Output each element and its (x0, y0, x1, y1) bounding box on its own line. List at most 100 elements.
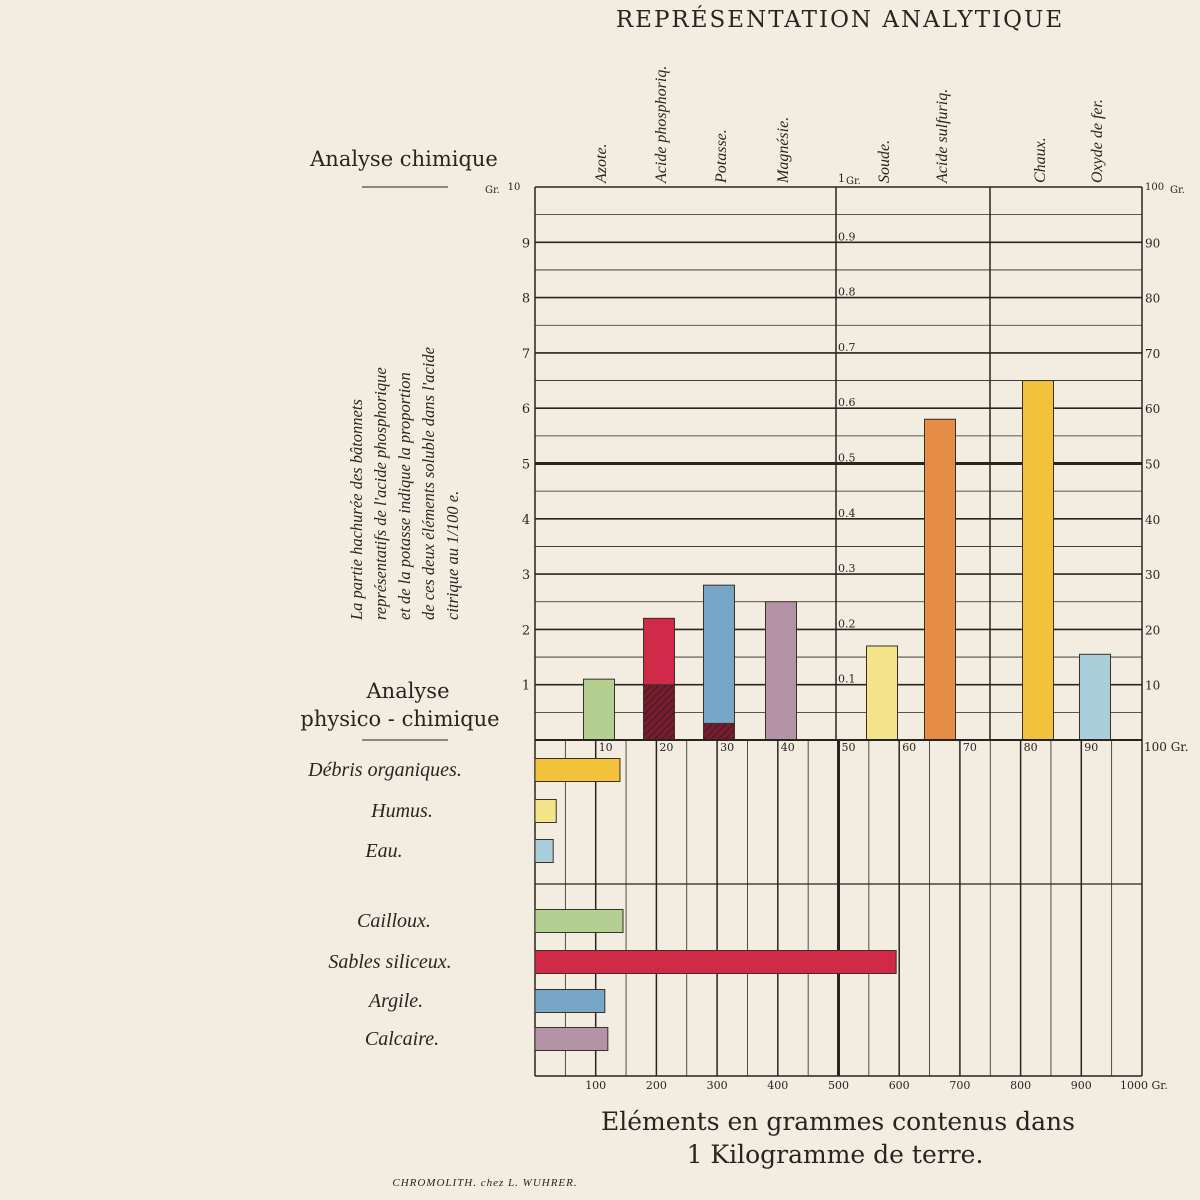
left-axis-tick: 8 (522, 292, 530, 307)
left-axis-tick: 10 (508, 182, 521, 193)
side-note-line: La partie hachurée des bâtonnets (347, 399, 366, 621)
chemical-category-labels: Azote. Acide phosphoriq. Potasse. Magnésie.… (593, 66, 1106, 184)
physical-bottom-tick: 800 (1010, 1079, 1031, 1092)
chemical-category-label: Oxyde de fer. (1089, 99, 1106, 183)
physical-top-tick: 30 (720, 741, 734, 754)
chemical-bar (1079, 653, 1111, 741)
physical-bottom-tick: 200 (646, 1079, 667, 1092)
physical-bottom-tick: 400 (767, 1079, 788, 1092)
physical-bottom-tick: 900 (1071, 1079, 1092, 1092)
right-axis-tick: 70 (1145, 347, 1160, 361)
physical-tick-labels: 10 20 30 40 50 60 70 80 90 100 Gr. 100 200 300 400 500… (585, 740, 1188, 1092)
right-axis-unit: Gr. (1170, 185, 1185, 196)
physical-grid (534, 739, 1143, 1077)
middle-axis-tick: 0.9 (838, 230, 856, 243)
chemical-category-label: Acide phosphoriq. (653, 66, 670, 184)
physical-top-tick: 10 (599, 741, 613, 754)
physical-bottom-tick: 500 (828, 1079, 849, 1092)
right-axis-tick: 20 (1145, 623, 1160, 637)
middle-axis-tick: 0.2 (838, 617, 856, 630)
middle-axis-unit: Gr. (846, 176, 861, 187)
physical-bars (534, 758, 897, 1051)
physical-category-label: Argile. (367, 990, 423, 1012)
side-note-line: citrique au 1/100 e. (443, 491, 462, 620)
side-note-line: et de la potasse indique la proportion (395, 372, 414, 620)
physical-bar (534, 989, 606, 1013)
physical-top-tick: 90 (1084, 741, 1098, 754)
physical-category-label: Sables siliceux. (328, 951, 451, 973)
section-physical-label-2: physico - chimique (300, 707, 499, 731)
chemical-category-label: Chaux. (1032, 137, 1049, 183)
physical-bottom-tick: 1000 Gr. (1120, 1079, 1168, 1092)
left-axis-tick: 7 (522, 347, 530, 362)
side-note-line: de ces deux éléments soluble dans l'acid… (419, 347, 438, 620)
physical-bottom-tick: 700 (949, 1079, 970, 1092)
middle-axis-tick: 0.8 (838, 286, 856, 299)
left-axis-unit: Gr. (485, 185, 500, 196)
physical-bottom-tick: 100 (585, 1079, 606, 1092)
physical-bar (534, 758, 621, 782)
left-axis-tick: 2 (522, 623, 530, 638)
physical-bar (534, 1027, 609, 1051)
physical-bar (534, 799, 557, 823)
chemical-category-label: Azote. (593, 143, 610, 184)
chemical-category-label: Magnésie. (775, 117, 792, 184)
middle-axis-tick: 0.6 (838, 396, 856, 409)
physical-top-tick: 70 (963, 741, 977, 754)
right-axis-tick: 30 (1145, 568, 1160, 582)
footer-line-2: 1 Kilogramme de terre. (687, 1140, 984, 1169)
right-axis-tick: 60 (1145, 402, 1160, 416)
physical-top-tick: 40 (781, 741, 795, 754)
right-axis-tick: 40 (1145, 513, 1160, 527)
middle-axis-tick: 0.5 (838, 452, 856, 465)
chemical-category-label: Soude. (876, 140, 893, 183)
physical-top-tick: 50 (842, 741, 856, 754)
side-note-line: représentatifs de l'acide phosphorique (371, 367, 390, 620)
physical-category-label: Débris organiques. (307, 759, 462, 781)
chemical-tick-labels: Gr. Gr. Gr. 10 9 8 7 6 5 4 3 2 1 1 0.9 0.8 0.7 0.6 0.5 0.4 0… (485, 172, 1185, 694)
physical-category-label: Eau. (364, 840, 402, 862)
left-axis-tick: 4 (522, 513, 530, 528)
right-axis-tick: 10 (1145, 679, 1160, 693)
chemical-category-label: Potasse. (713, 129, 730, 184)
physical-category-labels: Débris organiques. Humus. Eau. Cailloux. Sab… (307, 759, 462, 1050)
right-axis-tick: 50 (1145, 458, 1160, 472)
physical-top-tick: 20 (659, 741, 673, 754)
physical-bar (534, 950, 897, 974)
right-axis-tick: 80 (1145, 292, 1160, 306)
middle-axis-tick: 0.4 (838, 507, 856, 520)
right-axis-tick: 100 (1145, 182, 1164, 193)
left-axis-tick: 6 (522, 402, 530, 417)
side-note: La partie hachurée des bâtonnets représen… (347, 347, 462, 621)
chemical-bar-hatched-part (703, 722, 735, 741)
physical-category-label: Cailloux. (357, 910, 431, 932)
section-physical-label-1: Analyse (366, 679, 450, 703)
chemical-bar (1022, 380, 1054, 741)
chemical-category-label: Acide sulfuriq. (934, 89, 951, 184)
physical-category-label: Calcaire. (365, 1028, 439, 1050)
chart-title: REPRÉSENTATION ANALYTIQUE (616, 6, 1064, 33)
physical-category-label: Humus. (370, 800, 433, 822)
physical-top-tick: 100 Gr. (1144, 740, 1189, 754)
section-chemical-label: Analyse chimique (309, 147, 498, 171)
chemical-bar-hatched-part (643, 684, 675, 741)
left-axis-tick: 3 (522, 568, 530, 583)
physical-top-tick: 60 (902, 741, 916, 754)
chemical-bars (583, 380, 1111, 741)
physical-top-tick: 80 (1024, 741, 1038, 754)
chemical-bar (765, 601, 797, 741)
chemical-bar (924, 418, 956, 741)
imprint: CHROMOLITH. chez L. WUHRER. (392, 1177, 577, 1189)
physical-bar (534, 909, 624, 933)
physical-bar (534, 839, 554, 863)
chemical-bar (583, 678, 615, 741)
physical-bottom-tick: 300 (707, 1079, 728, 1092)
chemical-bar (703, 584, 735, 741)
middle-axis-tick: 0.3 (838, 562, 856, 575)
middle-axis-tick: 0.7 (838, 341, 856, 354)
chemical-bar (866, 645, 898, 741)
left-axis-tick: 5 (522, 458, 530, 473)
middle-axis-tick: 0.1 (838, 673, 856, 686)
left-axis-tick: 9 (522, 236, 530, 251)
left-axis-tick: 1 (522, 679, 530, 694)
